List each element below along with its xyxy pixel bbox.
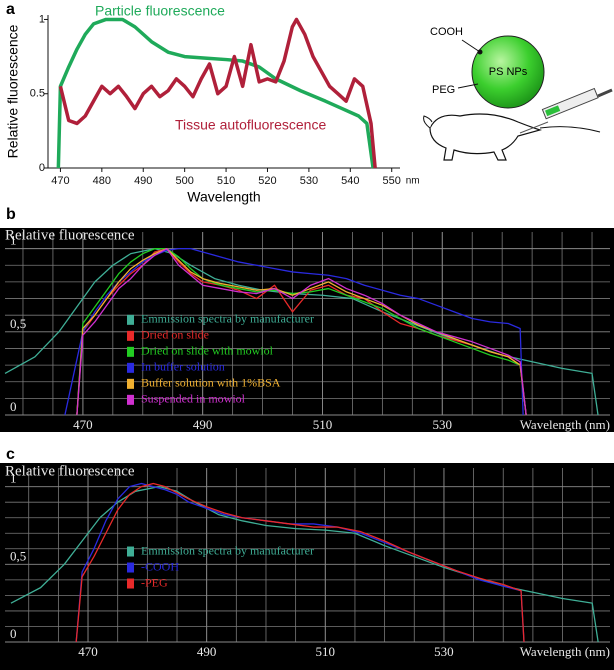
x-tick-label: 490 [134,175,152,187]
legend-swatch [127,346,134,357]
y-tick-label: 1 [10,233,17,248]
panel-a-diagram: COOH PS NPs PEG [423,26,613,161]
legend-label: Dried on slide [141,328,209,342]
x-unit: nm [406,176,420,187]
legend-swatch [127,362,134,373]
mouse [429,113,543,161]
legend-label: In buffer solution [141,360,225,374]
needle [519,121,549,134]
chart-panel: 0 0,5 1 470 490 510 530 Relative fluorescence Wa… [0,227,614,432]
y-tick-label: 0 [10,399,17,414]
legend-label: Emmission spectra by manufacturer [141,312,314,326]
x-axis-label: Wavelength (nm) [520,417,610,432]
x-axis-label: Wavelength (nm) [520,644,610,659]
series-label: Particle fluorescence [95,3,225,19]
legend-label: -PEG [141,575,168,589]
y-tick-label: 1 [39,13,45,25]
legend-swatch [127,546,134,557]
y-tick-label: 0 [10,626,17,641]
peg-label: PEG [432,84,455,96]
x-axis-label: Wavelength [187,189,260,205]
series-line [58,17,377,169]
y-tick-label: 0,5 [10,316,26,331]
chart-panel: 0 0.5 1 470 480 490 500 510 520 530 540 550 nm Relati… [5,3,420,205]
legend-swatch [127,562,134,573]
panel-label: a [6,1,15,18]
legend-swatch [127,394,134,405]
legend-swatch [127,330,134,341]
x-tick-label: 480 [93,175,111,187]
chart-panel: 0 0,5 1 470 490 510 530 Relative fluorescence Wa… [0,463,614,670]
x-tick-label: 470 [51,175,69,187]
panel-label: b [6,206,16,223]
core-label: PS NPs [489,66,528,78]
series-line [75,482,525,643]
series-line [76,247,527,416]
legend-label: -COOH [141,559,179,573]
x-tick-label: 510 [316,644,336,659]
cooh-label: COOH [430,26,463,38]
legend-label: Buffer solution with 1%BSA [141,376,281,390]
x-tick-label: 470 [73,417,93,432]
y-tick-label: 0.5 [30,88,45,100]
y-tick-label: 1 [10,471,17,486]
x-tick-label: 490 [193,417,213,432]
x-tick-label: 530 [300,175,318,187]
x-tick-label: 470 [78,644,98,659]
y-axis-label: Relative fluorescence [5,24,21,158]
series-label: Tissue autofluorescence [175,117,326,133]
legend-swatch [127,578,134,589]
series-line [64,247,524,416]
y-axis-label: Relative fluorescence [5,463,135,479]
legend-swatch [127,314,134,325]
mouse-ear [423,115,433,129]
series-line [56,17,375,169]
x-tick-label: 550 [383,175,401,187]
syringe-fluid [545,105,561,117]
y-tick-label: 0,5 [10,548,26,563]
legend-swatch [127,378,134,389]
nanoparticle [471,35,545,109]
series-line [76,247,527,416]
x-tick-label: 530 [434,644,454,659]
plot-background [0,463,614,670]
cooh-pointer [461,39,481,53]
mouse-tail [539,126,601,133]
x-tick-label: 520 [258,175,276,187]
legend-label: Suspended in mowiol [141,392,246,406]
y-axis-label: Relative fluorescence [5,227,135,243]
panel-label: c [6,446,15,463]
x-tick-label: 510 [313,417,333,432]
peg-pointer [457,83,479,89]
y-tick-label: 0 [39,162,45,174]
syringe-plunger [597,88,613,98]
x-tick-label: 540 [341,175,359,187]
plot-background [0,228,614,432]
x-tick-label: 530 [433,417,453,432]
series-line [76,247,527,416]
legend-label: Emmission spectra by manufacturer [141,543,314,557]
x-tick-label: 490 [197,644,217,659]
legend-label: Dried on slide with mowiol [141,344,274,358]
x-tick-label: 500 [175,175,193,187]
x-tick-label: 510 [217,175,235,187]
